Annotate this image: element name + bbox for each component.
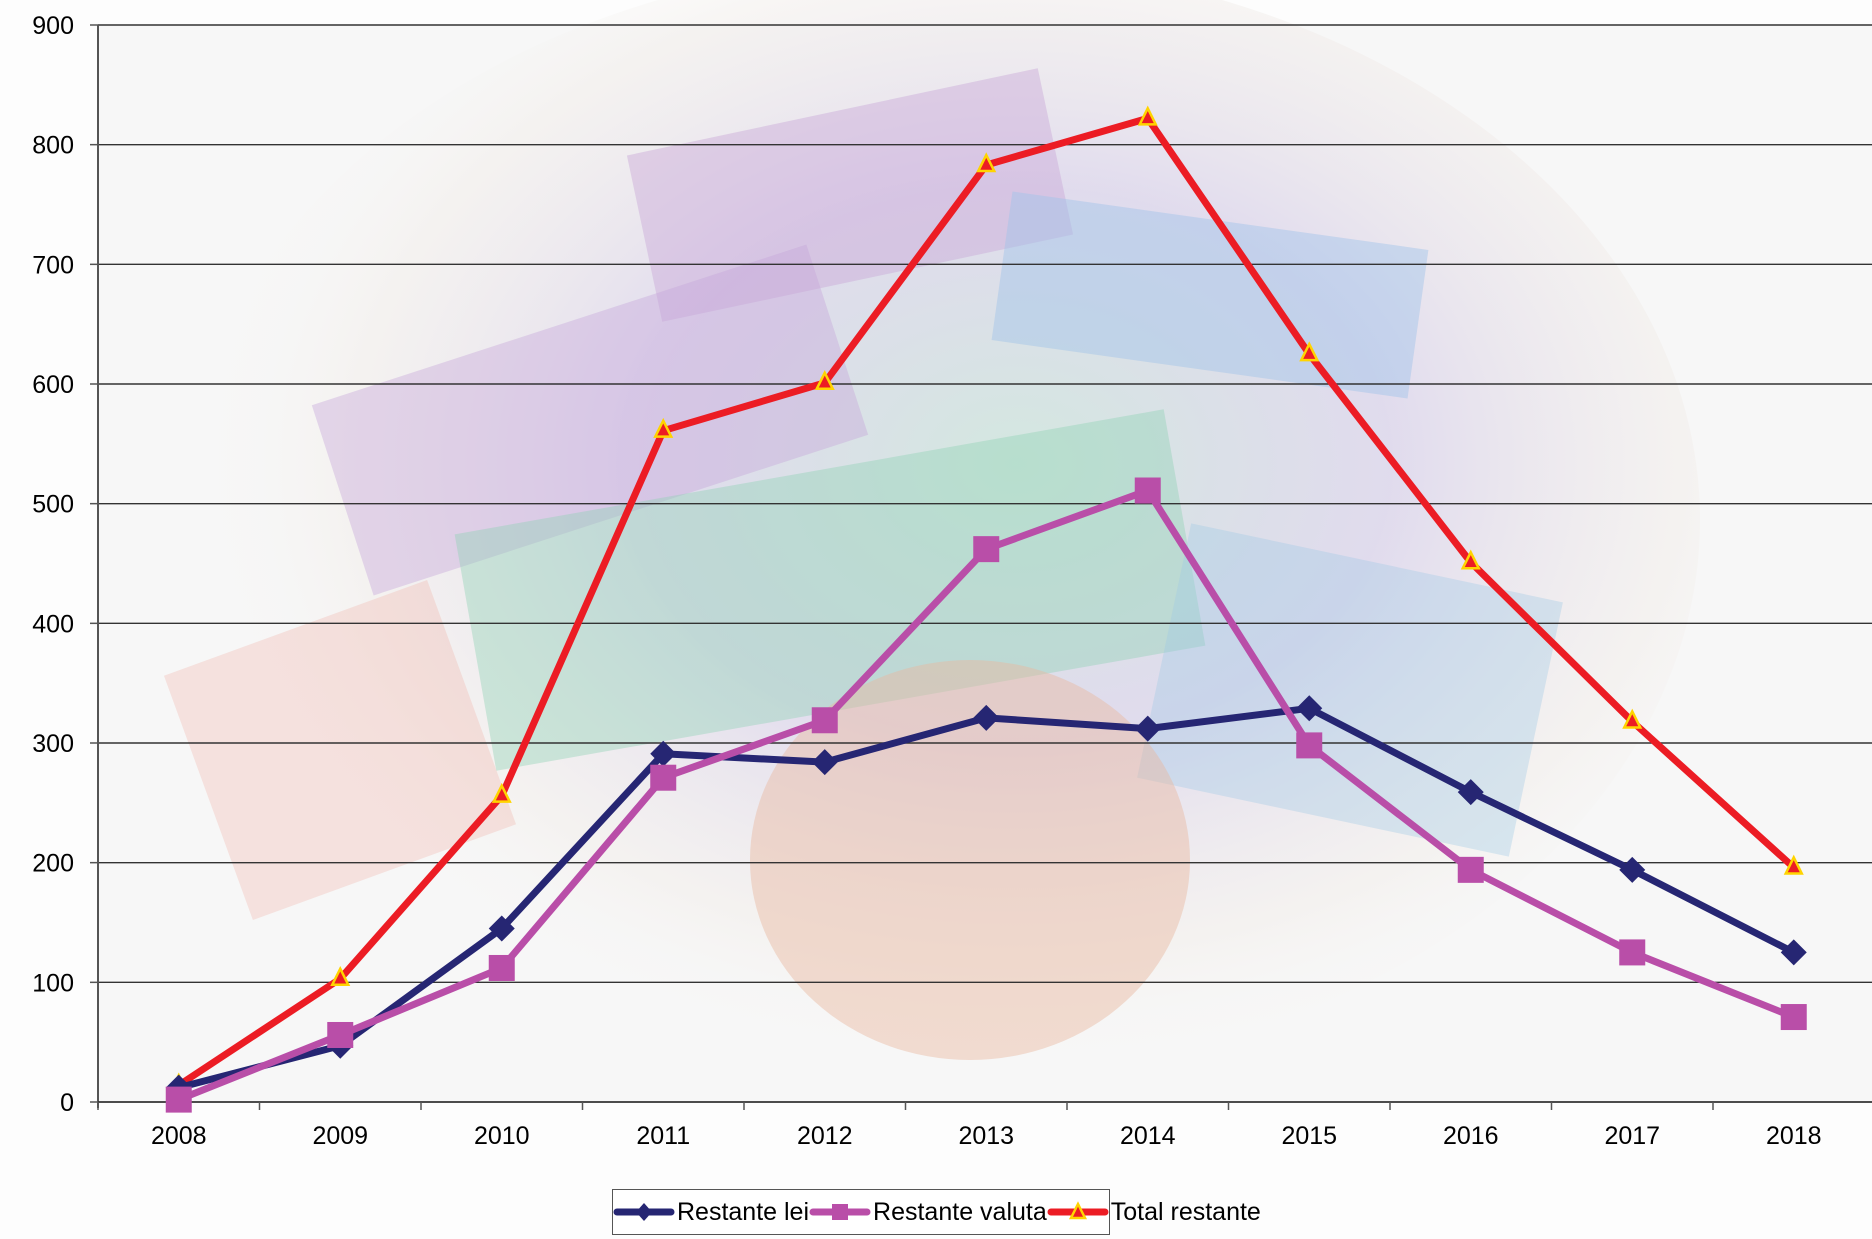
square-marker-icon [327,1021,354,1048]
legend-label: Restante lei [677,1197,810,1226]
x-tick-label: 2015 [1281,1122,1337,1150]
x-tick-label: 2014 [1120,1122,1176,1150]
legend-item-restante-lei: Restante lei [613,1198,809,1227]
y-tick-label: 700 [32,251,74,279]
y-tick-label: 400 [32,610,74,638]
triangle-marker-icon [1137,105,1158,126]
y-tick-label: 200 [32,850,74,878]
x-tick-label: 2013 [958,1122,1014,1150]
gridlines [98,24,1872,984]
square-marker-icon [1457,856,1484,883]
legend-label: Total restante [1110,1197,1261,1226]
legend-item-restante-valuta: Restante valuta [809,1198,1047,1227]
y-tick-label: 800 [32,132,74,160]
legend-item-total-restante: Total restante [1047,1198,1261,1227]
triangle-marker-icon [653,417,674,438]
axes: 0 100 200 300 400 500 600 700 800 900 2008 2009 2010… [32,12,1872,1150]
x-tick-label: 2010 [474,1122,530,1150]
triangle-marker-icon [976,152,997,173]
series-restante-valuta [165,477,1807,1113]
diamond-marker-icon [1296,695,1323,722]
y-tick-label: 900 [32,12,74,40]
square-marker-icon [973,536,1000,563]
diamond-marker-icon [488,915,515,942]
background-photo [98,0,1872,1102]
series-layer [165,105,1807,1113]
x-tick-label: 2009 [312,1122,368,1150]
x-tick-label: 2011 [636,1122,690,1150]
y-tick-label: 300 [32,730,74,758]
x-tick-label: 2012 [797,1122,853,1150]
y-tick-label: 0 [60,1089,74,1117]
diamond-marker-icon [973,704,1000,731]
square-marker-icon [650,764,677,791]
triangle-marker-icon [491,782,512,803]
legend: Restante lei Restante valuta Total resta… [612,1189,1261,1235]
triangle-marker-icon [1460,549,1481,570]
x-tick-label: 2017 [1604,1122,1660,1150]
diamond-marker-icon [1619,856,1646,883]
y-tick-label: 500 [32,491,74,519]
series-restante-lei [165,695,1807,1101]
square-marker-icon [1296,732,1323,759]
diamond-marker-icon [650,740,677,767]
square-marker-icon [488,954,515,981]
square-marker-icon [1780,1004,1807,1031]
triangle-marker-icon [814,370,835,391]
triangle-marker-icon [1622,708,1643,729]
diamond-marker-icon [613,1203,675,1221]
legend-label: Restante valuta [873,1197,1047,1226]
triangle-marker-icon [1783,854,1804,875]
diamond-marker-icon [1457,779,1484,806]
triangle-marker-icon [1047,1201,1109,1220]
square-marker-icon [165,1086,192,1113]
square-marker-icon [811,707,838,734]
diamond-marker-icon [1780,939,1807,966]
x-tick-label: 2016 [1443,1122,1499,1150]
diamond-marker-icon [811,749,838,776]
triangle-marker-icon [1299,341,1320,362]
y-tick-label: 100 [32,969,74,997]
x-tick-label: 2008 [151,1122,207,1150]
square-marker-icon [1134,477,1161,504]
square-marker-icon [809,1204,871,1220]
x-tick-label: 2018 [1766,1122,1822,1150]
diamond-marker-icon [1134,715,1161,742]
y-tick-label: 600 [32,371,74,399]
triangle-marker-icon [330,965,351,986]
square-marker-icon [1619,939,1646,966]
